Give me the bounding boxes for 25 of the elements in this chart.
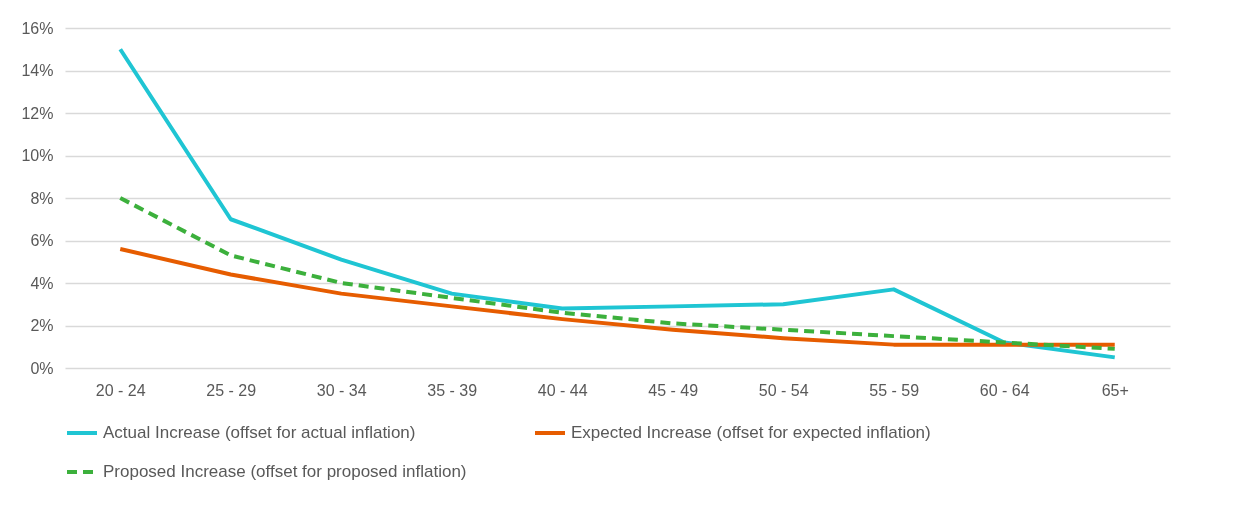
y-tick-label: 16%: [21, 19, 54, 37]
legend-label: Actual Increase (offset for actual inflation): [103, 423, 416, 442]
x-tick-label: 65+: [1101, 381, 1129, 399]
line-series: [118, 247, 1117, 347]
y-tick-label: 8%: [30, 189, 54, 207]
y-tick-label: 6%: [30, 232, 54, 249]
x-tick-label: 60 - 64: [979, 381, 1030, 399]
y-tick-label: 10%: [21, 147, 54, 164]
y-tick-label: 12%: [21, 104, 54, 122]
x-tick-label: 40 - 44: [537, 381, 588, 399]
y-tick-label: 0%: [30, 359, 54, 377]
y-tick-label: 14%: [21, 62, 54, 79]
legend-label: Expected Increase (offset for expected inflation): [571, 423, 931, 442]
x-tick-label: 35 - 39: [427, 381, 478, 399]
x-tick-label: 45 - 49: [648, 381, 699, 399]
legend-label: Proposed Increase (offset for proposed inflation): [103, 462, 467, 481]
line-series: [118, 196, 1117, 351]
x-tick-label: 50 - 54: [758, 381, 809, 399]
x-tick-label: 55 - 59: [869, 381, 920, 399]
x-tick-label: 20 - 24: [95, 381, 146, 399]
y-tick-label: 4%: [30, 274, 54, 292]
y-tick-label: 2%: [30, 317, 54, 334]
x-tick-label: 25 - 29: [206, 381, 257, 399]
line-series: [118, 47, 1117, 360]
x-tick-label: 30 - 34: [316, 381, 367, 399]
